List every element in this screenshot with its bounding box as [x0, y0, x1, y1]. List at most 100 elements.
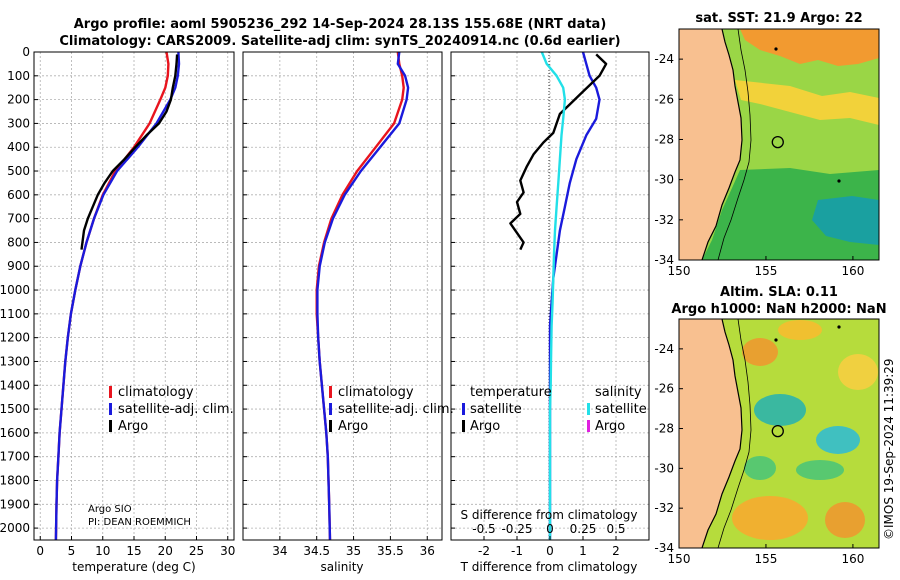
lat-tick-label: -26: [654, 92, 674, 106]
lat-tick-label: -32: [654, 501, 674, 515]
sst-cold-patch: [812, 196, 879, 245]
difference-xlabel: T difference from climatology: [460, 560, 638, 574]
lat-tick-label: -34: [654, 541, 674, 555]
legend-temperature-title: temperature: [470, 385, 552, 400]
depth-tick-label: 800: [7, 235, 30, 249]
lat-tick-label: -24: [654, 52, 674, 66]
legend-climatology-label: climatology: [338, 385, 414, 400]
sla-high-eddy: [732, 496, 808, 540]
depth-tick-label: 500: [7, 164, 30, 178]
depth-tick-label: 1600: [0, 426, 30, 440]
lat-tick-label: -30: [654, 461, 674, 475]
series-line-t-argo: [509, 53, 608, 251]
sst-warm-band: [735, 80, 879, 125]
x-tick-label: 36: [420, 544, 435, 558]
imos-watermark: ©IMOS 19-Sep-2024 11:39:29: [882, 358, 896, 540]
legend-salinity-title: salinity: [595, 385, 642, 400]
x-tick-label: 35: [346, 544, 361, 558]
lat-tick-label: -28: [654, 422, 674, 436]
legend-argo-label: Argo: [338, 419, 368, 434]
legend-t-argo-label: Argo: [470, 419, 500, 434]
sla-low-eddy: [744, 456, 776, 480]
salinity-panel: 34 34.5 35 35.5 36 salinity climatology sate…: [242, 51, 454, 574]
depth-tick-label: 1100: [0, 307, 30, 321]
series-line-climatology: [54, 51, 170, 541]
legend-argo-swatch: [329, 420, 332, 432]
sla-high-eddy: [838, 354, 878, 390]
argo-float-marker: [771, 424, 784, 438]
depth-tick-label: 900: [7, 259, 30, 273]
sla-map-title-2: Argo h1000: NaN h2000: NaN: [671, 302, 886, 317]
title-line-1: Argo profile: aoml 5905236_292 14-Sep-20…: [74, 17, 607, 32]
x-tick-label: 5: [68, 544, 76, 558]
sst-shelf-contour: [717, 29, 752, 260]
depth-tick-label: 1300: [0, 354, 30, 368]
salinity-xlabel: salinity: [320, 560, 363, 574]
depth-tick-label: 1800: [0, 473, 30, 487]
title-line-2: Climatology: CARS2009. Satellite-adj cli…: [59, 34, 620, 49]
legend-s-argo-swatch: [587, 420, 590, 432]
legend-climatology-label: climatology: [118, 385, 194, 400]
s-difference-xlabel: S difference from climatology: [461, 508, 638, 522]
sst-map-frame: [678, 28, 880, 261]
sla-shelf-contour: [717, 319, 752, 548]
x-tick-label: 25: [189, 544, 204, 558]
series-line-t-satellite: [548, 51, 601, 540]
sla-reef-dot: [774, 338, 778, 342]
x-tick-label: 15: [126, 544, 141, 558]
x-tick-label: 34.5: [303, 544, 330, 558]
difference-panel: -2 -1 0 1 2 -0.5 -0.25 0 0.25 0.5 T difference fr…: [450, 51, 650, 574]
temperature-axes-frame: [33, 51, 235, 541]
legend-s-satellite-label: satellite: [595, 402, 647, 417]
x-tick-label: 2: [612, 544, 620, 558]
sla-high-eddy: [742, 338, 778, 366]
lat-tick-label: -28: [654, 132, 674, 146]
legend-s-satellite-swatch: [587, 403, 590, 415]
legend-satellite-swatch: [109, 403, 112, 415]
sla-low-eddy: [816, 426, 860, 454]
lon-tick-label: 155: [755, 552, 778, 566]
x-tick-label: 1: [579, 544, 587, 558]
sla-coastline: [701, 319, 743, 548]
lon-tick-label: 150: [668, 552, 691, 566]
lat-tick-label: -32: [654, 213, 674, 227]
sla-low-eddy: [754, 394, 806, 426]
sst-reef-dot: [774, 47, 778, 51]
salinity-axes-frame: [242, 51, 443, 541]
sst-reef-dot: [837, 179, 841, 183]
x-tick-label: 0: [546, 544, 554, 558]
sla-low-eddy: [796, 460, 844, 480]
x-tick-label: 0: [36, 544, 44, 558]
x-tick-label: 20: [158, 544, 173, 558]
sla-ocean: [702, 319, 879, 548]
depth-tick-label: 300: [7, 116, 30, 130]
lon-tick-label: 155: [755, 264, 778, 278]
sla-high-eddy: [825, 502, 865, 538]
sst-warm-region: [740, 29, 879, 66]
series-line-satellite-adj-clim-: [316, 51, 410, 541]
series-line-s-satellite: [540, 51, 567, 540]
x-tick-label: 35.5: [377, 544, 404, 558]
legend-s-argo-label: Argo: [595, 419, 625, 434]
depth-tick-label: 400: [7, 140, 30, 154]
x-tick-label: 10: [95, 544, 110, 558]
series-line-satellite-adj-clim-: [54, 51, 181, 541]
difference-axes-frame: [450, 51, 650, 541]
depth-tick-label: 600: [7, 188, 30, 202]
depth-tick-label: 1700: [0, 450, 30, 464]
sla-map: Altim. SLA: 0.11 Argo h1000: NaN h2000: …: [654, 285, 886, 566]
sst-coastline: [701, 29, 743, 260]
legend-t-argo-swatch: [462, 420, 465, 432]
sla-reef-dot: [837, 325, 841, 329]
legend-climatology-swatch: [109, 386, 112, 398]
lon-tick-label: 160: [841, 552, 864, 566]
depth-tick-label: 0: [22, 45, 30, 59]
salinity-legend: climatology satellite-adj. clim. Argo: [329, 385, 454, 434]
depth-tick-label: 1000: [0, 283, 30, 297]
lat-tick-label: -30: [654, 173, 674, 187]
lat-tick-label: -26: [654, 382, 674, 396]
s-tick-label: 0.25: [570, 522, 597, 536]
x-tick-label: -1: [511, 544, 523, 558]
legend-satellite-label: satellite-adj. clim.: [118, 402, 234, 417]
